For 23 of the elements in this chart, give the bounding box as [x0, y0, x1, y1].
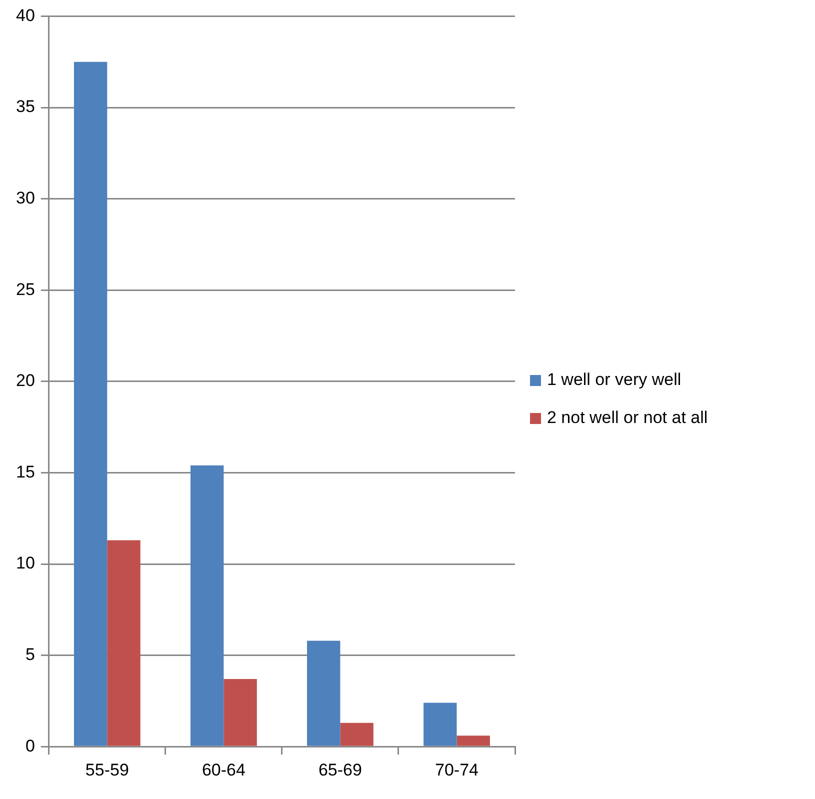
- bar: [224, 679, 257, 746]
- y-tick-label: 5: [25, 644, 35, 664]
- bar: [340, 722, 374, 746]
- bar: [424, 702, 457, 746]
- x-tick-label: 65-69: [318, 760, 362, 780]
- x-tick-label: 55-59: [85, 760, 129, 780]
- y-tick-label: 0: [25, 736, 35, 756]
- bar: [190, 465, 224, 746]
- y-tick-label: 30: [16, 188, 35, 208]
- bar: [307, 640, 340, 746]
- y-tick-label: 35: [16, 97, 35, 116]
- legend-label: 2 not well or not at all: [547, 408, 708, 428]
- bar: [74, 62, 108, 746]
- y-tick-label: 40: [16, 6, 35, 25]
- y-tick-label: 10: [16, 554, 35, 573]
- x-tick-label: 70-74: [434, 760, 478, 780]
- y-tick-label: 25: [16, 280, 35, 299]
- x-tick-label: 60-64: [202, 760, 246, 780]
- bar: [456, 736, 490, 746]
- bar: [107, 540, 140, 746]
- y-tick-label: 15: [16, 462, 35, 482]
- y-tick-label: 20: [16, 371, 35, 390]
- legend-label: 1 well or very well: [547, 370, 682, 390]
